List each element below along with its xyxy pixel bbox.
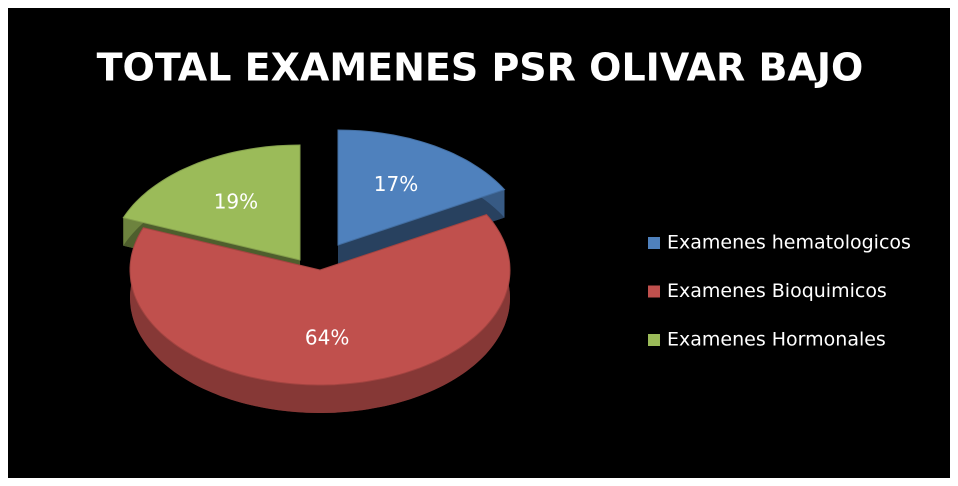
chart-title: TOTAL EXAMENES PSR OLIVAR BAJO — [97, 46, 864, 90]
slice — [337, 129, 506, 246]
legend-label: Examenes hematologicos — [667, 232, 911, 254]
slice — [129, 214, 511, 386]
data-label: 19% — [214, 189, 258, 213]
legend-label: Examenes Bioquimicos — [667, 280, 887, 302]
data-label: 17% — [374, 172, 418, 196]
data-label: 64% — [305, 325, 349, 349]
slice — [122, 144, 301, 261]
legend-label: Examenes Hormonales — [667, 329, 886, 351]
legend-swatch — [648, 285, 660, 298]
legend-swatch — [648, 237, 660, 249]
legend-swatch — [648, 334, 660, 346]
pie-slice — [129, 214, 511, 413]
